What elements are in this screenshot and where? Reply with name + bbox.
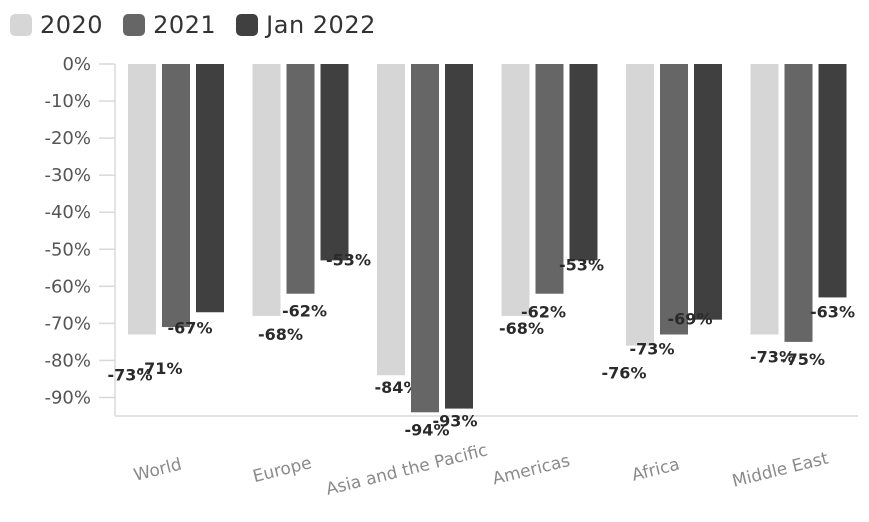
x-tick-label: Africa xyxy=(630,455,682,486)
y-tick-label: -80% xyxy=(44,350,91,371)
y-tick-label: -70% xyxy=(44,313,91,334)
bar xyxy=(286,64,315,294)
data-label: -71% xyxy=(138,359,183,378)
data-label: -84% xyxy=(375,378,420,397)
bar xyxy=(535,64,564,294)
data-label: -62% xyxy=(282,302,327,321)
x-tick-label: Europe xyxy=(251,453,314,487)
data-label: -75% xyxy=(780,350,825,369)
data-label: -94% xyxy=(405,420,450,439)
data-label: -69% xyxy=(668,310,713,329)
bar xyxy=(694,64,722,320)
bar xyxy=(445,64,473,409)
bar xyxy=(128,64,156,335)
bar xyxy=(750,64,779,335)
y-tick-label: -40% xyxy=(44,202,91,223)
data-label: -93% xyxy=(433,412,478,431)
legend-swatch xyxy=(123,14,146,36)
y-tick-label: -60% xyxy=(44,276,91,297)
legend-label: 2020 xyxy=(40,11,104,39)
y-tick-label: -20% xyxy=(44,128,91,149)
chart-legend: 2020 2021 Jan 2022 xyxy=(10,8,376,42)
y-tick-label: -30% xyxy=(44,165,91,186)
x-tick-label: Asia and the Pacific xyxy=(324,440,490,500)
bar xyxy=(501,64,530,316)
y-tick-label: -90% xyxy=(44,387,91,408)
data-label: -73% xyxy=(630,339,675,358)
x-tick-label: Middle East xyxy=(730,448,830,491)
data-label: -67% xyxy=(168,318,213,337)
legend-item[interactable]: 2021 xyxy=(123,11,216,39)
y-tick-label: 0% xyxy=(62,54,91,75)
data-label: -62% xyxy=(521,303,566,322)
legend-item[interactable]: Jan 2022 xyxy=(236,11,376,39)
bar xyxy=(660,64,688,335)
data-label: -73% xyxy=(750,347,795,366)
data-label: -68% xyxy=(258,325,303,344)
data-label: -53% xyxy=(326,250,371,269)
bar xyxy=(411,64,439,413)
bar xyxy=(626,64,654,346)
bar xyxy=(818,64,847,298)
bar xyxy=(162,64,190,328)
data-label: -76% xyxy=(602,364,647,383)
y-tick-label: -50% xyxy=(44,239,91,260)
data-label: -63% xyxy=(810,302,855,321)
data-label: -53% xyxy=(559,255,604,274)
data-label: -73% xyxy=(108,365,153,384)
bar xyxy=(252,64,281,316)
bar xyxy=(784,64,813,342)
x-tick-label: World xyxy=(132,455,184,486)
bar xyxy=(569,64,598,261)
legend-swatch xyxy=(236,14,259,36)
legend-label: Jan 2022 xyxy=(266,11,376,39)
bar xyxy=(377,64,405,376)
bar xyxy=(320,64,349,261)
y-tick-label: -10% xyxy=(44,91,91,112)
legend-item[interactable]: 2020 xyxy=(10,11,103,39)
bar xyxy=(196,64,224,313)
legend-label: 2021 xyxy=(153,11,217,39)
legend-swatch xyxy=(10,14,32,36)
x-tick-label: Americas xyxy=(491,451,573,490)
data-label: -68% xyxy=(499,319,544,338)
